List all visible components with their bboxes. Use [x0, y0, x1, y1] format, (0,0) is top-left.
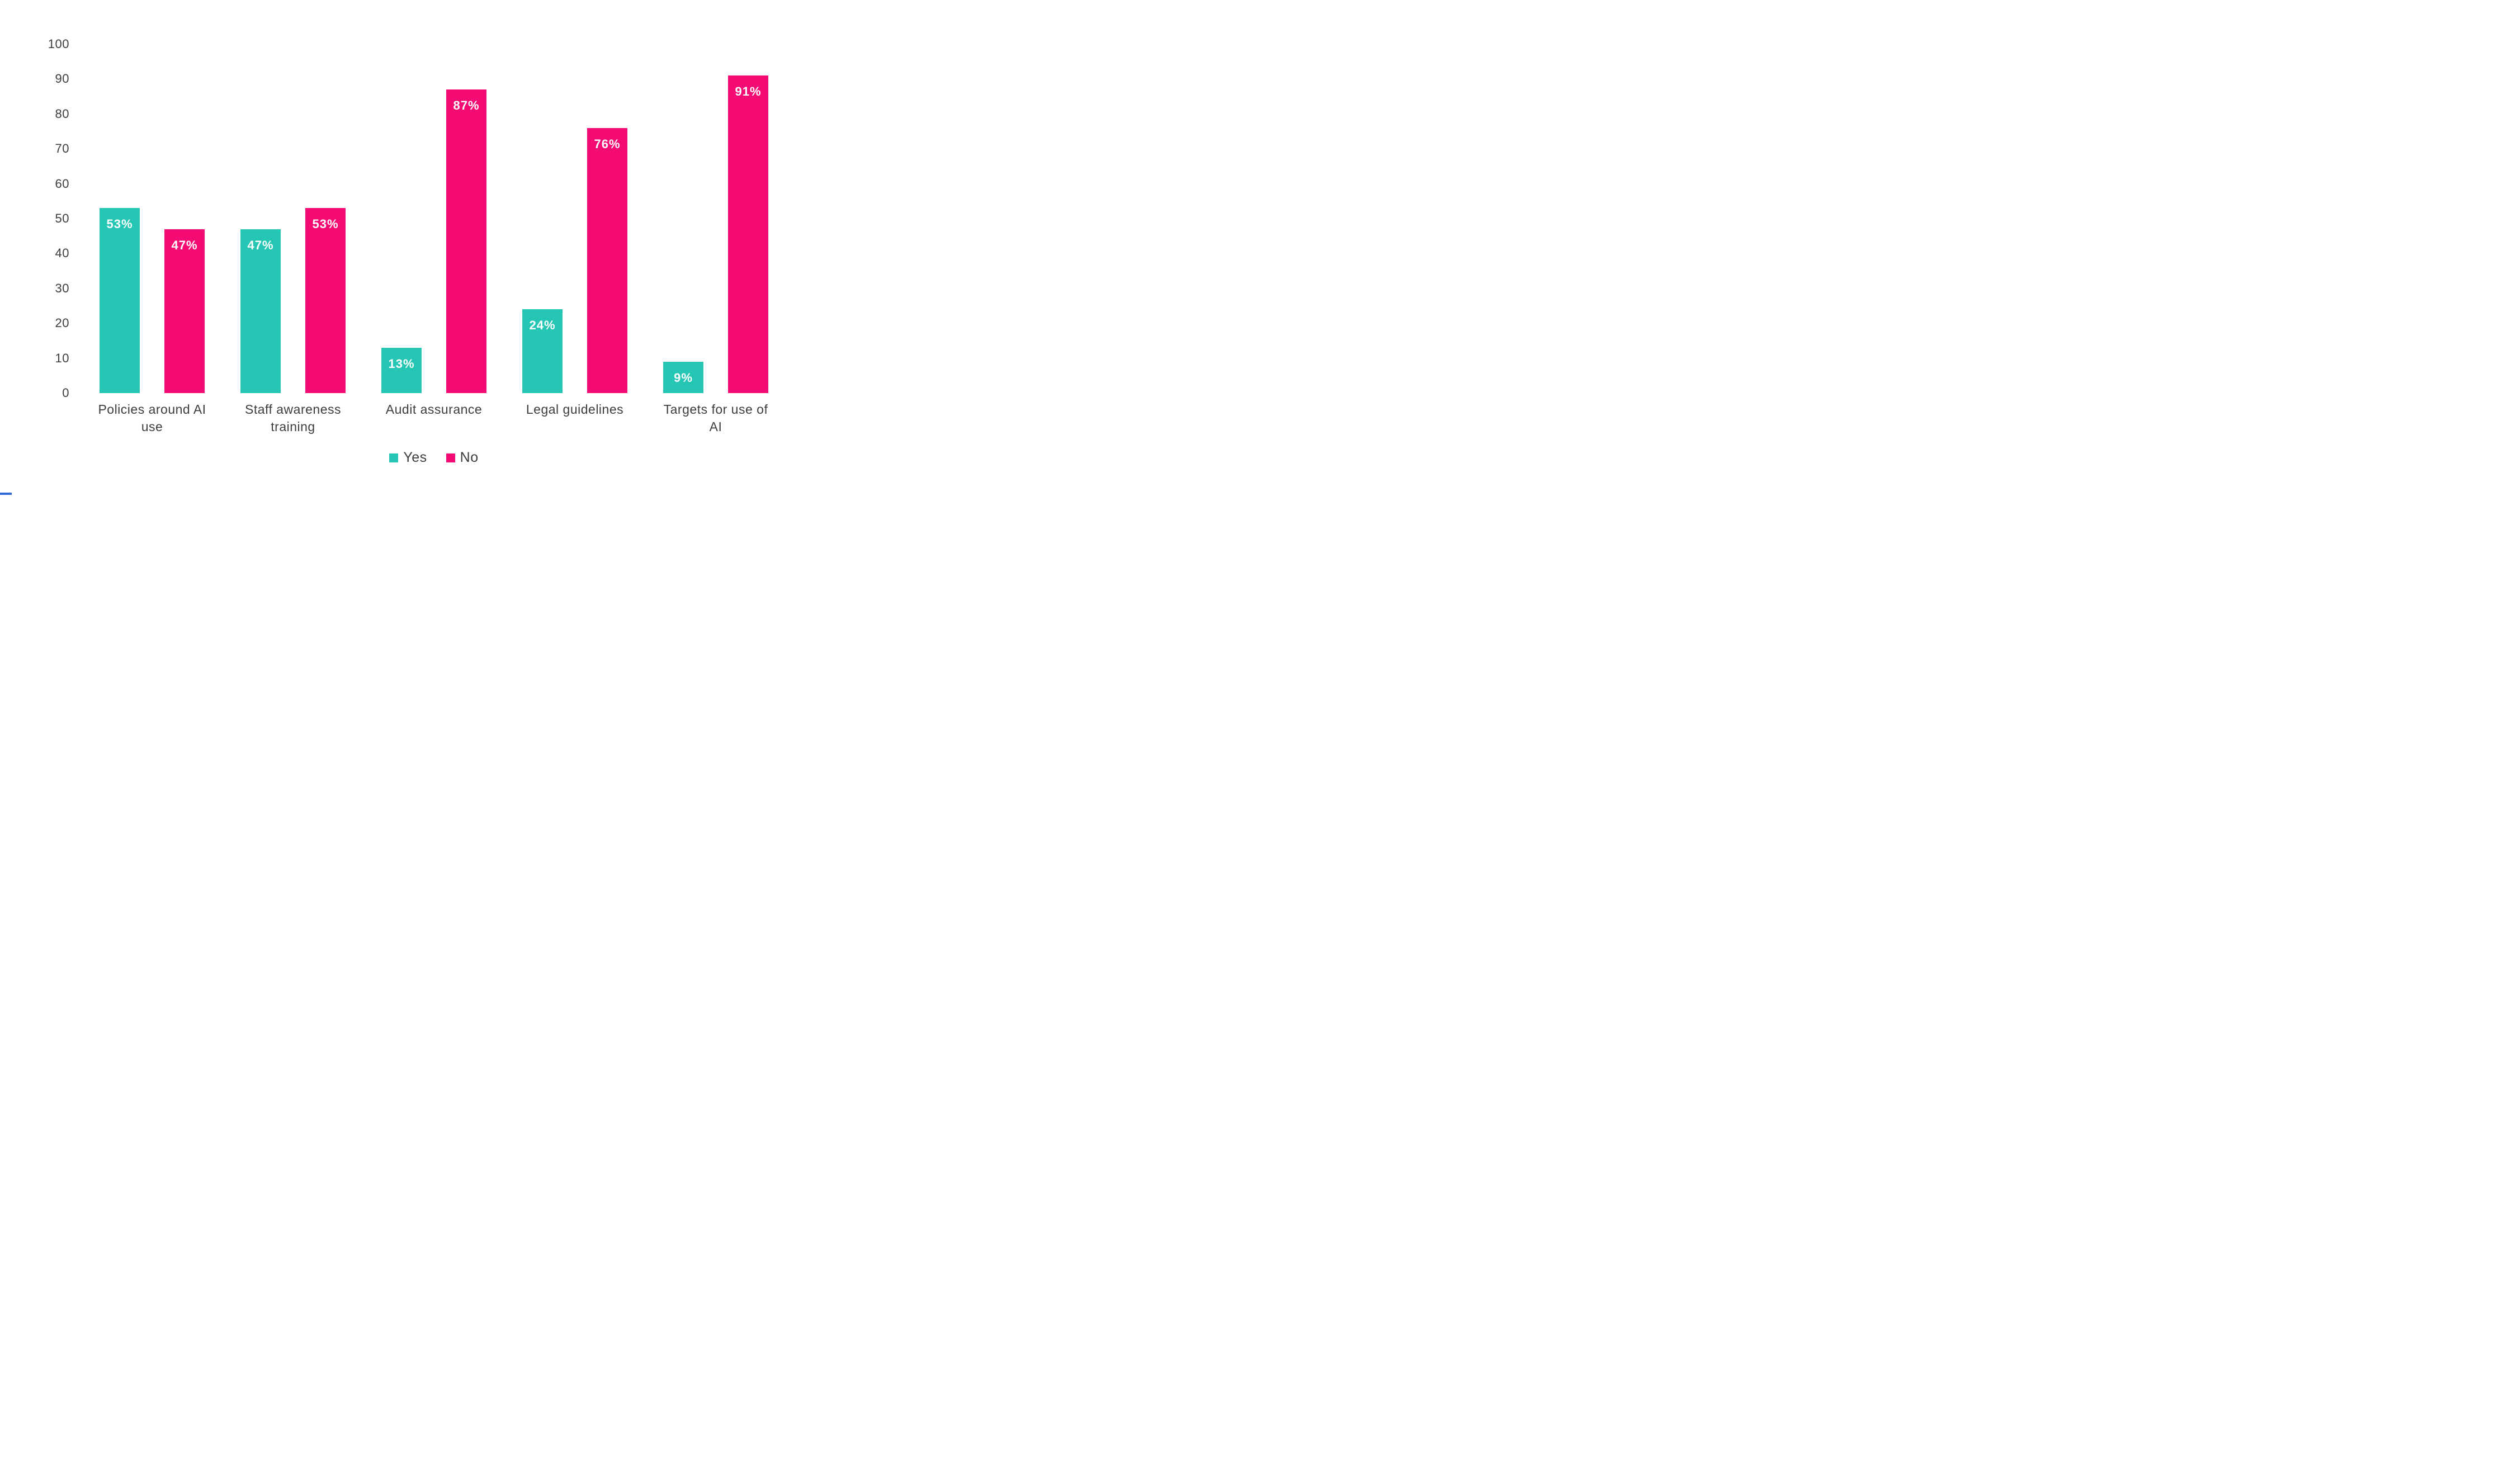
x-category-label: Targets for use of AI [663, 402, 768, 434]
legend-swatch-icon [446, 453, 455, 462]
bar-value-label: 87% [453, 98, 480, 113]
bar-yes: 13% [381, 347, 422, 393]
decorative-blue-line [0, 493, 12, 495]
bar-group: 13% 87% [363, 44, 504, 393]
bar-value-label: 53% [312, 217, 339, 231]
bar-yes: 24% [522, 309, 563, 393]
bar-yes: 47% [240, 229, 281, 393]
bar-no: 76% [587, 127, 627, 393]
bar-value-label: 9% [674, 370, 693, 385]
bar-group: 47% 53% [223, 44, 363, 393]
bar-group: 24% 76% [504, 44, 645, 393]
bar-value-label: 76% [594, 136, 621, 151]
legend: Yes No [82, 450, 786, 466]
x-category-label: Legal guidelines [526, 402, 624, 417]
bar-group: 9% 91% [645, 44, 786, 393]
y-tick-label: 30 [55, 281, 69, 295]
y-tick-label: 20 [55, 316, 69, 330]
bar-value-label: 24% [529, 318, 556, 333]
y-tick-label: 0 [62, 386, 69, 400]
legend-swatch-icon [389, 453, 399, 462]
x-category-label: Audit assurance [385, 402, 483, 417]
plot-area: 53% 47% 47% 53% 13% 87% 24% 76% 9% 91% [82, 44, 786, 393]
bar-no: 91% [728, 75, 768, 393]
y-tick-label: 100 [48, 37, 69, 51]
bar-value-label: 13% [388, 356, 415, 371]
x-category-label: Policies around AI use [98, 402, 206, 434]
y-tick-label: 60 [55, 176, 69, 191]
bar-no: 53% [305, 208, 346, 393]
x-category-label: Staff awareness training [244, 402, 341, 434]
x-axis-labels: Policies around AI use Staff awareness tr… [82, 401, 786, 436]
legend-label: No [460, 450, 479, 465]
bar-value-label: 47% [171, 238, 198, 252]
bar-chart: 0 10 20 30 40 50 60 70 80 90 100 53% 47% 47% 53% 13% 87… [0, 0, 838, 495]
y-tick-label: 40 [55, 246, 69, 261]
y-tick-label: 70 [55, 141, 69, 156]
y-axis: 0 10 20 30 40 50 60 70 80 90 100 [0, 0, 69, 495]
legend-item-no: No [446, 450, 479, 466]
y-tick-label: 90 [55, 72, 69, 86]
bar-value-label: 53% [106, 217, 133, 231]
bar-yes: 53% [100, 208, 140, 393]
bar-no: 47% [164, 229, 205, 393]
bar-group: 53% 47% [82, 44, 223, 393]
y-tick-label: 80 [55, 106, 69, 121]
bar-value-label: 91% [735, 84, 762, 99]
bar-yes: 9% [663, 361, 703, 393]
legend-label: Yes [403, 450, 427, 465]
y-tick-label: 10 [55, 351, 69, 365]
bar-value-label: 47% [247, 238, 274, 252]
legend-item-yes: Yes [389, 450, 427, 466]
y-tick-label: 50 [55, 211, 69, 225]
bar-no: 87% [446, 89, 486, 393]
